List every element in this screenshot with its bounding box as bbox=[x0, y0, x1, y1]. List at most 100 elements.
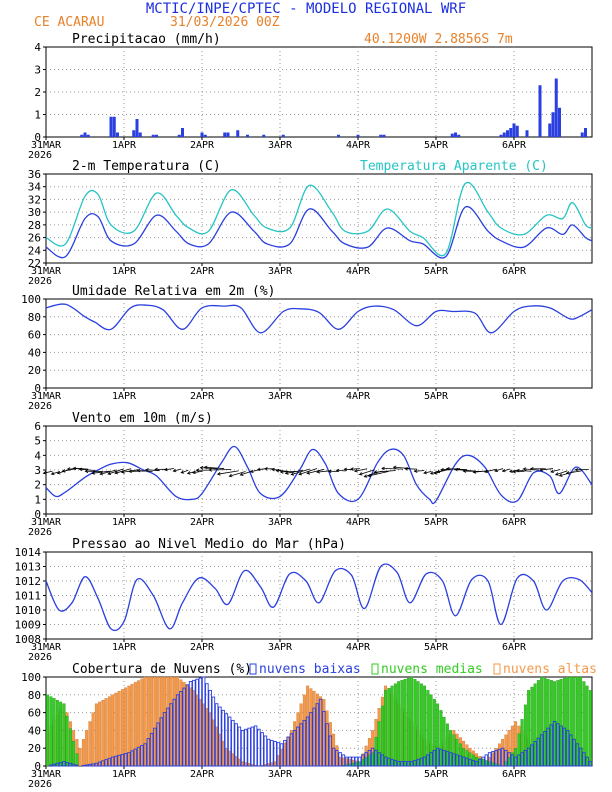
wind-arrow bbox=[43, 470, 53, 474]
cloud-low-bar bbox=[442, 749, 446, 767]
cloud-mid-bar bbox=[400, 680, 404, 767]
cloud-mid-bar bbox=[416, 681, 420, 767]
y-tick-label: 0 bbox=[34, 131, 41, 144]
cloud-low-bar bbox=[309, 712, 313, 767]
x-tick-label: 4APR bbox=[346, 517, 371, 528]
y-tick-label: 2 bbox=[34, 86, 41, 99]
cloud-low-bar bbox=[276, 742, 281, 767]
precip-bar bbox=[512, 123, 516, 137]
cloud-mid-bar bbox=[72, 740, 76, 767]
legend-swatch bbox=[371, 663, 379, 675]
cloud-high-bar bbox=[91, 712, 95, 767]
y-tick-label: 0 bbox=[34, 382, 41, 395]
cloud-low-bar bbox=[52, 763, 56, 767]
cloud-low-bar bbox=[185, 684, 190, 767]
x-tick-label: 5APR bbox=[424, 769, 449, 780]
precip-bar bbox=[457, 134, 461, 137]
wind-arrow-head bbox=[172, 468, 177, 473]
apparent-temperature-line bbox=[45, 181, 593, 257]
cloud-low-bar bbox=[507, 752, 511, 767]
wind-arrow-head bbox=[515, 468, 520, 473]
cloud-low-bar bbox=[351, 756, 355, 767]
wind-arrow bbox=[62, 468, 75, 472]
wind-arrow-head bbox=[558, 473, 563, 477]
wind-arrow-head bbox=[186, 471, 191, 475]
cloud-low-bar bbox=[481, 756, 485, 767]
cloud-low-bar bbox=[253, 725, 258, 767]
precip-bar bbox=[548, 123, 552, 137]
wind-arrow-head bbox=[462, 469, 467, 473]
wind-arrow bbox=[51, 471, 60, 475]
wind-arrow-head bbox=[404, 466, 408, 471]
x-tick-label: 6APR bbox=[502, 266, 527, 277]
x-tick-label: 3APR bbox=[268, 517, 293, 528]
y-tick-label: 22 bbox=[28, 257, 41, 270]
cloud-low-bar bbox=[149, 732, 154, 767]
cloud-low-bar bbox=[513, 756, 518, 767]
y-tick-label: 32 bbox=[28, 193, 41, 206]
wind-arrow-head bbox=[454, 467, 458, 472]
cloud-low-bar bbox=[406, 761, 411, 767]
wind-arrow-head bbox=[66, 467, 71, 471]
wind-arrow-head bbox=[154, 467, 158, 472]
cloud-high-bar bbox=[111, 694, 115, 767]
wind-arrow bbox=[516, 470, 532, 472]
precip-bar bbox=[116, 132, 119, 137]
wind-arrow-head bbox=[203, 465, 208, 470]
precip-bar bbox=[223, 132, 227, 137]
cloud-low-bar bbox=[81, 765, 86, 767]
cloud-mid-bar bbox=[403, 679, 407, 767]
wind-arrow bbox=[423, 471, 432, 474]
x-tick-label: 2APR bbox=[190, 391, 215, 402]
y-tick-label: 5 bbox=[34, 435, 41, 448]
cloud-low-bar bbox=[273, 741, 277, 767]
x-tick-label: 5APR bbox=[424, 391, 449, 402]
wind-arrow-head bbox=[195, 468, 200, 473]
cloud-high-bar bbox=[78, 748, 82, 767]
precip-bar bbox=[499, 134, 503, 137]
cloud-high-bar bbox=[117, 691, 121, 767]
precip-bar bbox=[200, 132, 204, 137]
panel-6: 31MAR 1APR 2APR 3APR 4APR 5APR 6APR 2026 0 20 40 60… bbox=[21, 662, 597, 790]
cloud-high-bar bbox=[81, 739, 85, 767]
wind-arrow-head bbox=[208, 468, 212, 472]
cloud-low-bar bbox=[88, 763, 92, 767]
cloud-low-bar bbox=[572, 738, 576, 767]
precip-bar bbox=[80, 134, 84, 137]
precip-bar bbox=[203, 134, 207, 137]
panel-5: 31MAR 1APR 2APR 3APR 4APR 5APR 6APR 2026 1008100… bbox=[15, 537, 593, 663]
precip-bar bbox=[262, 134, 266, 137]
wind-arrow bbox=[336, 469, 346, 472]
wind-arrow-head bbox=[327, 469, 332, 474]
y-tick-label: 1 bbox=[34, 493, 41, 506]
x-tick-label: 3APR bbox=[268, 769, 293, 780]
precip-bar bbox=[337, 134, 340, 137]
panel-frame bbox=[45, 298, 593, 389]
wind-arrow bbox=[540, 468, 554, 471]
wind-arrow bbox=[354, 468, 368, 472]
y-tick-label: 3 bbox=[34, 64, 41, 77]
cloud-low-bar bbox=[231, 719, 235, 767]
cloud-mid-bar bbox=[62, 703, 66, 767]
cloud-low-bar bbox=[162, 712, 167, 767]
y-tick-label: 1014 bbox=[15, 546, 42, 559]
cloud-low-bar bbox=[211, 696, 216, 767]
x-tick-label: 3APR bbox=[268, 140, 293, 151]
wind-arrow bbox=[359, 469, 375, 475]
wind-arrow-head bbox=[78, 467, 83, 472]
x-year-label: 2026 bbox=[28, 652, 52, 663]
x-tick-label: 4APR bbox=[346, 266, 371, 277]
x-tick-label: 6APR bbox=[502, 517, 527, 528]
wind-arrow bbox=[291, 468, 311, 476]
wind-arrow-head bbox=[216, 472, 221, 476]
wind-arrow bbox=[100, 469, 117, 475]
x-year-label: 2026 bbox=[28, 779, 52, 790]
x-tick-label: 2APR bbox=[190, 517, 215, 528]
wind-arrow bbox=[200, 467, 217, 470]
cloud-high-bar bbox=[114, 692, 118, 767]
wind-arrow-head bbox=[42, 471, 47, 475]
x-year-label: 2026 bbox=[28, 276, 52, 287]
wind-arrow-head bbox=[61, 469, 66, 473]
x-year-label: 2026 bbox=[28, 527, 52, 538]
wind-arrow-head bbox=[429, 471, 434, 475]
